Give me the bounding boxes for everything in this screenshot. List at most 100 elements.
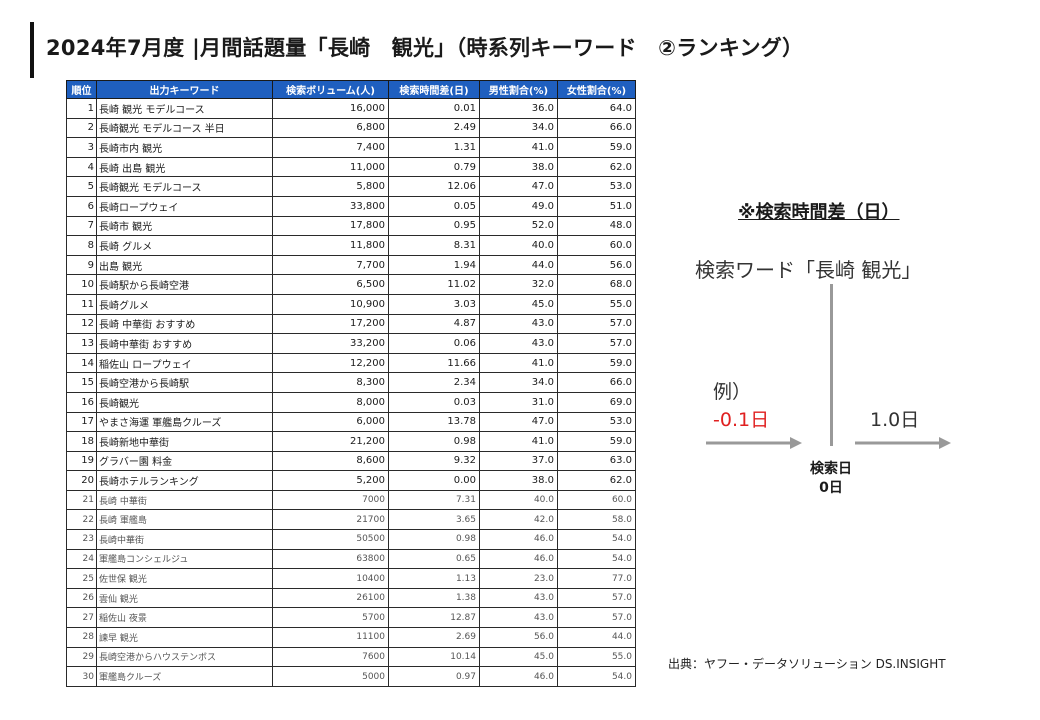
cell-female-ratio: 44.0 [557, 627, 636, 648]
cell-rank: 15 [66, 372, 97, 393]
cell-time-difference: 2.49 [388, 117, 480, 139]
cell-search-volume: 21,200 [272, 431, 389, 452]
cell-male-ratio: 36.0 [479, 98, 558, 119]
cell-search-volume: 7000 [272, 489, 389, 511]
cell-rank: 2 [66, 117, 97, 139]
cell-female-ratio: 64.0 [557, 98, 636, 119]
table-row: 30 軍艦島クルーズ 5000 0.97 46.0 54.0 [66, 666, 636, 687]
cell-search-volume: 7600 [272, 646, 389, 668]
cell-male-ratio: 46.0 [479, 529, 558, 550]
table-row: 17 やまさ海運 軍艦島クルーズ 6,000 13.78 47.0 53.0 [66, 411, 636, 433]
cell-search-volume: 7,700 [272, 254, 389, 276]
cell-female-ratio: 60.0 [557, 235, 636, 256]
table-row: 28 諫早 観光 11100 2.69 56.0 44.0 [66, 627, 636, 648]
cell-male-ratio: 42.0 [479, 509, 558, 531]
table-row: 14 稲佐山 ロープウェイ 12,200 11.66 41.0 59.0 [66, 352, 636, 374]
cell-rank: 9 [66, 254, 97, 276]
header-rank: 順位 [66, 80, 97, 99]
cell-time-difference: 0.97 [388, 666, 480, 687]
cell-keyword: 軍艦島クルーズ [96, 666, 273, 687]
cell-male-ratio: 47.0 [479, 411, 558, 433]
table-row: 9 出島 観光 7,700 1.94 44.0 56.0 [66, 254, 636, 276]
cell-search-volume: 21700 [272, 509, 389, 531]
table-row: 25 佐世保 観光 10400 1.13 23.0 77.0 [66, 568, 636, 589]
cell-male-ratio: 49.0 [479, 195, 558, 217]
cell-search-volume: 6,000 [272, 411, 389, 433]
cell-keyword: 諫早 観光 [96, 627, 273, 648]
cell-male-ratio: 41.0 [479, 352, 558, 374]
cell-search-volume: 11,800 [272, 235, 389, 256]
cell-male-ratio: 41.0 [479, 137, 558, 158]
cell-rank: 21 [66, 489, 97, 511]
cell-keyword: 長崎 出島 観光 [96, 156, 273, 178]
table-row: 18 長崎新地中華街 21,200 0.98 41.0 59.0 [66, 431, 636, 452]
cell-rank: 14 [66, 352, 97, 374]
cell-female-ratio: 62.0 [557, 470, 636, 491]
cell-rank: 8 [66, 235, 97, 256]
title-accent-bar [30, 22, 34, 78]
table-row: 27 稲佐山 夜景 5700 12.87 43.0 57.0 [66, 607, 636, 629]
table-row: 6 長崎ロープウェイ 33,800 0.05 49.0 51.0 [66, 195, 636, 217]
cell-female-ratio: 57.0 [557, 587, 636, 609]
cell-male-ratio: 31.0 [479, 391, 558, 413]
table-row: 1 長崎 観光 モデルコース 16,000 0.01 36.0 64.0 [66, 98, 636, 119]
cell-keyword: 長崎市内 観光 [96, 137, 273, 158]
cell-search-volume: 5,200 [272, 470, 389, 491]
cell-time-difference: 0.01 [388, 98, 480, 119]
cell-search-volume: 16,000 [272, 98, 389, 119]
cell-keyword: 長崎新地中華街 [96, 431, 273, 452]
cell-time-difference: 1.38 [388, 587, 480, 609]
cell-female-ratio: 77.0 [557, 568, 636, 589]
table-row: 21 長崎 中華街 7000 7.31 40.0 60.0 [66, 489, 636, 511]
cell-time-difference: 0.05 [388, 195, 480, 217]
cell-female-ratio: 55.0 [557, 646, 636, 668]
cell-keyword: 稲佐山 夜景 [96, 607, 273, 629]
note-title: ※検索時間差（日） [738, 202, 900, 223]
cell-keyword: 長崎 グルメ [96, 235, 273, 256]
cell-male-ratio: 38.0 [479, 156, 558, 178]
cell-rank: 13 [66, 333, 97, 354]
cell-keyword: 長崎観光 [96, 391, 273, 413]
positive-example: 1.0日 [870, 409, 920, 431]
cell-time-difference: 0.03 [388, 391, 480, 413]
cell-time-difference: 8.31 [388, 235, 480, 256]
cell-male-ratio: 45.0 [479, 646, 558, 668]
cell-female-ratio: 66.0 [557, 372, 636, 393]
cell-time-difference: 3.03 [388, 293, 480, 315]
table-row: 26 雲仙 観光 26100 1.38 43.0 57.0 [66, 587, 636, 609]
cell-female-ratio: 51.0 [557, 195, 636, 217]
cell-female-ratio: 57.0 [557, 333, 636, 354]
note-keyword: 検索ワード「長崎 観光」 [695, 258, 922, 282]
cell-search-volume: 17,800 [272, 215, 389, 237]
cell-male-ratio: 43.0 [479, 607, 558, 629]
cell-search-volume: 8,000 [272, 391, 389, 413]
cell-time-difference: 9.32 [388, 450, 480, 472]
cell-rank: 22 [66, 509, 97, 531]
cell-keyword: 長崎空港から長崎駅 [96, 372, 273, 393]
cell-time-difference: 11.02 [388, 274, 480, 295]
table-row: 29 長崎空港からハウステンボス 7600 10.14 45.0 55.0 [66, 646, 636, 668]
cell-time-difference: 1.31 [388, 137, 480, 158]
search-day-zero: 0日 [819, 480, 843, 496]
cell-keyword: 長崎観光 モデルコース 半日 [96, 117, 273, 139]
cell-keyword: 軍艦島コンシェルジュ [96, 548, 273, 570]
cell-search-volume: 11,000 [272, 156, 389, 178]
cell-female-ratio: 59.0 [557, 137, 636, 158]
table-row: 15 長崎空港から長崎駅 8,300 2.34 34.0 66.0 [66, 372, 636, 393]
cell-female-ratio: 54.0 [557, 529, 636, 550]
cell-search-volume: 5000 [272, 666, 389, 687]
cell-male-ratio: 38.0 [479, 470, 558, 491]
cell-male-ratio: 32.0 [479, 274, 558, 295]
cell-keyword: 長崎中華街 おすすめ [96, 333, 273, 354]
table-row: 16 長崎観光 8,000 0.03 31.0 69.0 [66, 391, 636, 413]
cell-time-difference: 0.98 [388, 529, 480, 550]
cell-male-ratio: 46.0 [479, 548, 558, 570]
cell-female-ratio: 54.0 [557, 666, 636, 687]
cell-time-difference: 1.13 [388, 568, 480, 589]
source-credit: 出典：ヤフー・データソリューション DS.INSIGHT [668, 657, 946, 671]
cell-female-ratio: 55.0 [557, 293, 636, 315]
cell-keyword: 長崎ロープウェイ [96, 195, 273, 217]
keyword-ranking-table: 順位 出力キーワード 検索ボリューム(人) 検索時間差(日) 男性割合(%) 女… [66, 80, 636, 687]
header-keyword: 出力キーワード [96, 80, 273, 99]
cell-male-ratio: 41.0 [479, 431, 558, 452]
